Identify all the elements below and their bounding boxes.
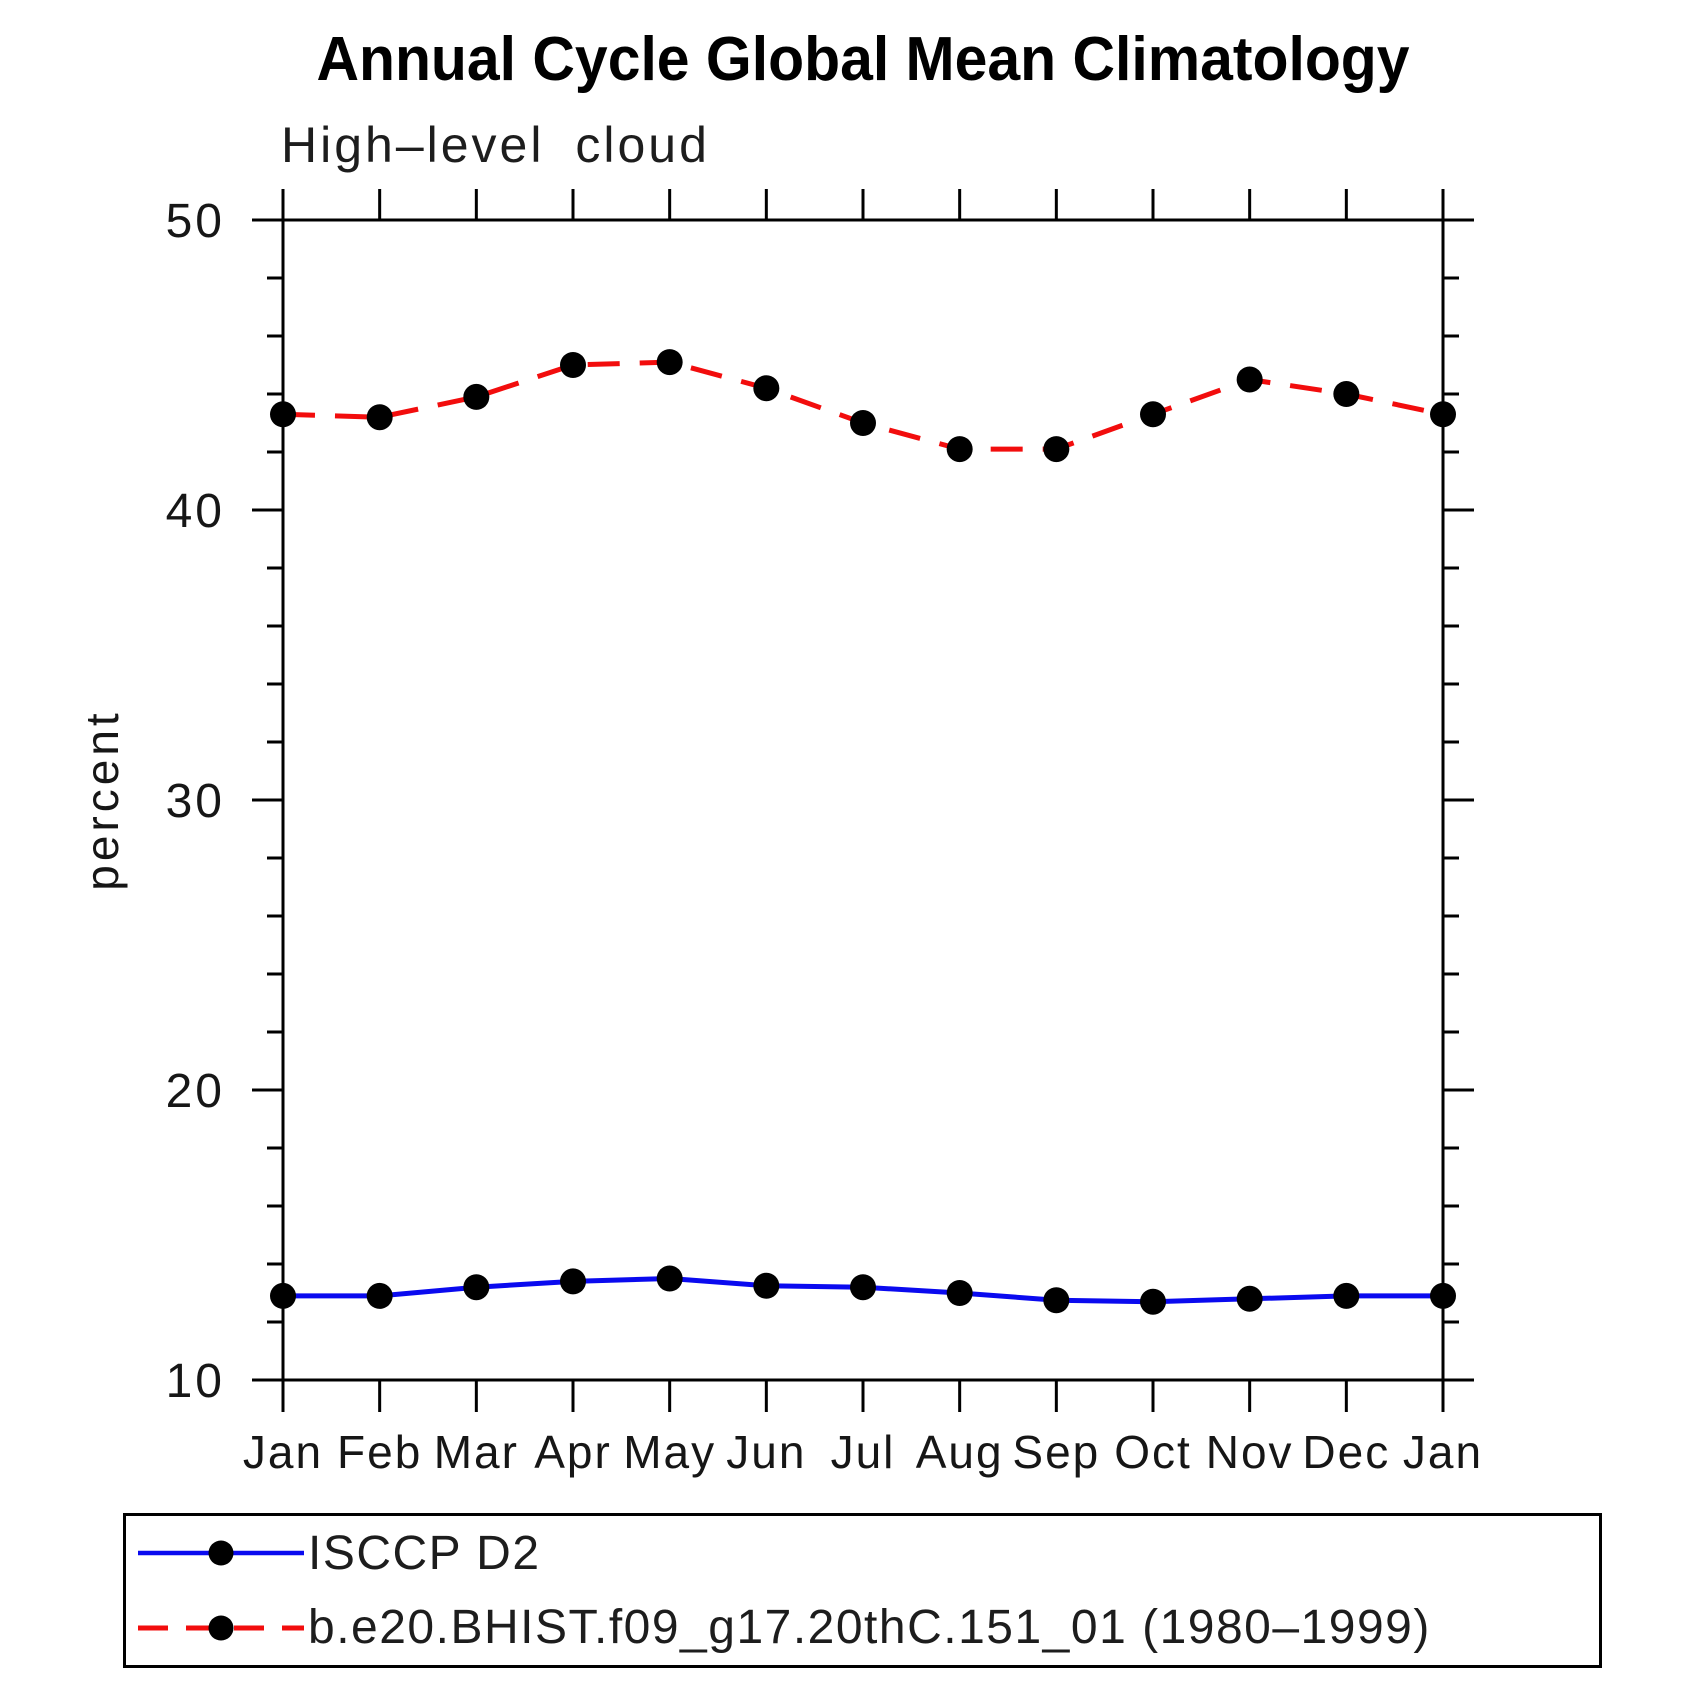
data-point-marker xyxy=(463,1274,490,1301)
y-tick-label: 30 xyxy=(166,775,225,828)
x-tick-label: Jul xyxy=(831,1426,896,1478)
legend-box: ISCCP D2 b.e20.BHIST.f09_g17.20thC.151_0… xyxy=(123,1513,1602,1668)
data-point-marker xyxy=(850,410,876,436)
x-tick-label: Dec xyxy=(1302,1426,1390,1478)
data-point-marker xyxy=(463,383,490,410)
data-point-marker xyxy=(1430,1282,1456,1309)
data-point-marker xyxy=(1043,1287,1070,1314)
data-point-marker xyxy=(1236,366,1263,393)
data-point-marker xyxy=(560,352,586,378)
y-tick-label: 20 xyxy=(166,1065,225,1118)
data-point-marker xyxy=(656,349,683,376)
data-point-marker xyxy=(270,401,296,428)
x-tick-label: Apr xyxy=(534,1426,612,1478)
chart-title: Annual Cycle Global Mean Climatology xyxy=(316,25,1410,94)
x-tick-label: Jun xyxy=(726,1426,806,1478)
legend-solid-line-sample xyxy=(138,1540,304,1566)
data-point-marker xyxy=(1043,436,1070,463)
y-tick-label: 40 xyxy=(166,485,225,538)
data-point-marker xyxy=(753,375,780,402)
legend-item-model: b.e20.BHIST.f09_g17.20thC.151_01 (1980–1… xyxy=(134,1591,1599,1666)
legend-dashed-line-sample xyxy=(138,1615,304,1641)
x-tick-label: Feb xyxy=(337,1426,422,1478)
series-line-model xyxy=(282,359,1444,452)
data-point-marker xyxy=(560,1268,586,1295)
y-tick-label: 10 xyxy=(166,1355,225,1408)
plot-frame xyxy=(281,218,1445,1382)
legend-marker-dot xyxy=(208,1615,234,1641)
x-tick-label: Mar xyxy=(434,1426,519,1478)
data-point-marker xyxy=(1140,1288,1166,1315)
x-tick-label: Aug xyxy=(916,1426,1004,1478)
data-point-marker xyxy=(753,1272,780,1299)
data-point-marker xyxy=(1333,381,1360,407)
legend-item-isccp: ISCCP D2 xyxy=(134,1516,1599,1591)
y-tick-label: 50 xyxy=(166,195,225,248)
x-tick-label: Oct xyxy=(1114,1426,1192,1478)
data-point-marker xyxy=(1333,1282,1360,1309)
data-point-marker xyxy=(946,1280,973,1306)
legend-label-model: b.e20.BHIST.f09_g17.20thC.151_01 (1980–1… xyxy=(308,1601,1431,1655)
data-point-marker xyxy=(1236,1285,1263,1312)
data-point-marker xyxy=(1140,401,1166,428)
data-point-marker xyxy=(850,1274,876,1301)
legend-label-isccp: ISCCP D2 xyxy=(308,1526,541,1580)
data-point-marker xyxy=(946,436,973,463)
data-point-marker xyxy=(656,1265,683,1292)
data-point-marker xyxy=(1430,401,1456,428)
y-axis-title: percent xyxy=(76,709,128,890)
chart-subtitle: High–level cloud xyxy=(281,117,710,173)
x-tick-label: Jan xyxy=(1403,1426,1483,1478)
legend-marker-dot xyxy=(208,1540,234,1566)
data-point-marker xyxy=(366,1282,393,1309)
x-tick-label: Sep xyxy=(1012,1426,1100,1478)
data-point-marker xyxy=(366,404,393,431)
data-point-marker xyxy=(270,1282,296,1309)
x-tick-label: Jan xyxy=(243,1426,323,1478)
x-tick-label: May xyxy=(623,1426,716,1478)
x-tick-label: Nov xyxy=(1206,1426,1294,1478)
